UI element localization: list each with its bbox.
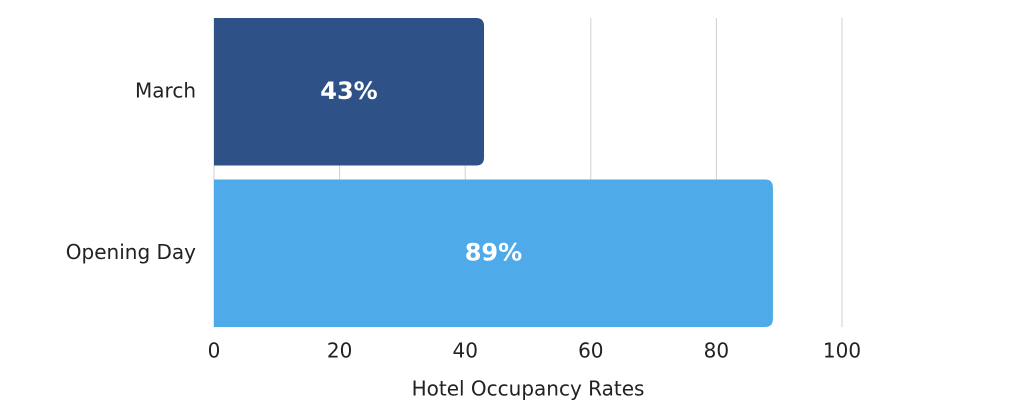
x-tick-label: 20 bbox=[327, 339, 352, 363]
value-label: 43% bbox=[320, 77, 377, 105]
x-tick-label: 0 bbox=[208, 339, 221, 363]
x-tick-label: 100 bbox=[823, 339, 861, 363]
x-tick-label: 60 bbox=[578, 339, 603, 363]
bar bbox=[214, 179, 773, 327]
x-tick-label: 80 bbox=[704, 339, 729, 363]
category-label: March bbox=[135, 78, 196, 102]
value-label: 89% bbox=[465, 238, 522, 266]
x-tick-label: 40 bbox=[452, 339, 477, 363]
x-axis-title: Hotel Occupancy Rates bbox=[412, 377, 645, 401]
bar bbox=[214, 18, 485, 166]
category-label: Opening Day bbox=[66, 240, 196, 264]
